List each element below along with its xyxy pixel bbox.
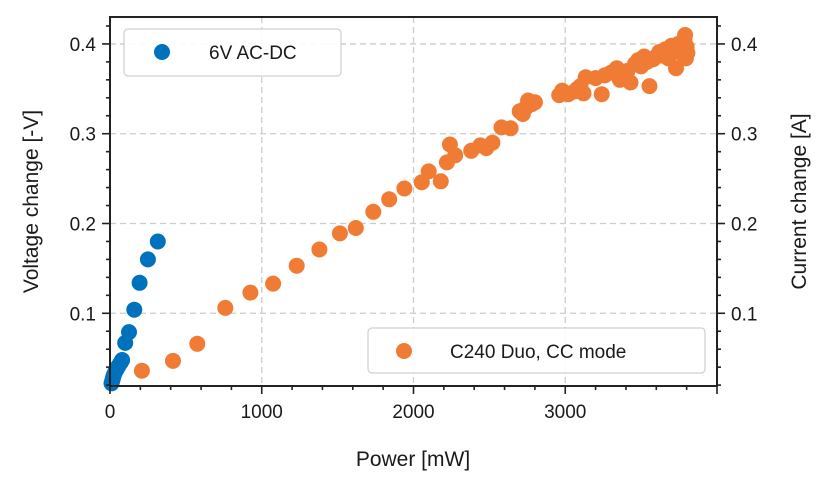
data-point-c240-duo: [679, 44, 696, 61]
data-point-c240-duo: [575, 85, 592, 102]
legend-marker-6v-ac-dc: [154, 44, 170, 60]
x-axis-title: Power [mW]: [356, 448, 470, 471]
data-point-c240-duo: [432, 173, 449, 190]
data-point-c240-duo: [189, 335, 206, 352]
data-point-c240-duo: [396, 180, 413, 197]
data-points: [103, 27, 696, 392]
data-point-c240-duo: [165, 352, 181, 369]
legend-label-6v-ac-dc: 6V AC-DC: [209, 43, 297, 64]
data-point-6v-ac-dc: [139, 251, 156, 268]
data-point-6v-ac-dc: [126, 301, 143, 318]
y-tick-label: 0.2: [70, 214, 96, 235]
legend-label-c240-duo: C240 Duo, CC mode: [450, 342, 626, 363]
y-tick-label: 0.4: [70, 35, 97, 56]
data-point-c240-duo: [133, 362, 150, 379]
data-point-c240-duo: [677, 27, 694, 43]
data-point-c240-duo: [502, 120, 519, 137]
data-point-6v-ac-dc: [131, 274, 148, 291]
data-point-c240-duo: [447, 147, 464, 164]
data-point-c240-duo: [265, 275, 282, 292]
y2-tick-label: 0.3: [731, 125, 757, 146]
x-tick-label: 1000: [241, 402, 283, 423]
y2-tick-label: 0.2: [731, 214, 757, 235]
data-point-c240-duo: [593, 86, 610, 103]
y2-tick-label: 0.4: [731, 35, 758, 56]
y2-axis-title: Current change [A]: [788, 113, 811, 289]
y-tick-label: 0.1: [70, 304, 96, 325]
data-point-c240-duo: [242, 284, 259, 301]
axis-ticks: 0 1000 2000 3000 0.1 0.2 0.3 0.4 0.1 0.2 0.3 0.4: [70, 25, 758, 423]
data-point-c240-duo: [365, 203, 382, 220]
y-axis-title: Voltage change [-V]: [20, 110, 43, 293]
data-point-c240-duo: [311, 241, 328, 258]
legend-bottom-right: C240 Duo, CC mode: [367, 327, 706, 374]
data-point-c240-duo: [381, 191, 398, 208]
data-point-6v-ac-dc: [121, 324, 137, 341]
data-point-c240-duo: [331, 225, 348, 242]
y2-tick-label: 0.1: [731, 304, 757, 325]
data-point-c240-duo: [288, 257, 305, 274]
legend-box-6v: [123, 28, 342, 77]
data-point-c240-duo: [484, 134, 501, 151]
legend-marker-c240-duo: [396, 343, 412, 359]
data-point-c240-duo: [622, 74, 639, 91]
data-point-c240-duo: [641, 78, 658, 95]
data-point-c240-duo: [526, 94, 543, 111]
gridlines: [110, 17, 717, 386]
data-point-c240-duo: [420, 163, 437, 180]
x-tick-label: 3000: [544, 402, 586, 423]
data-point-6v-ac-dc: [114, 352, 131, 368]
data-point-6v-ac-dc: [149, 233, 166, 250]
y-tick-label: 0.3: [70, 125, 96, 146]
legend-box-c240: [367, 327, 706, 374]
data-point-c240-duo: [217, 299, 234, 316]
data-point-c240-duo: [668, 60, 684, 77]
data-point-c240-duo: [347, 220, 364, 236]
x-tick-label: 2000: [392, 402, 434, 423]
legend-top-left: 6V AC-DC: [123, 28, 342, 77]
x-tick-label: 0: [105, 402, 116, 423]
